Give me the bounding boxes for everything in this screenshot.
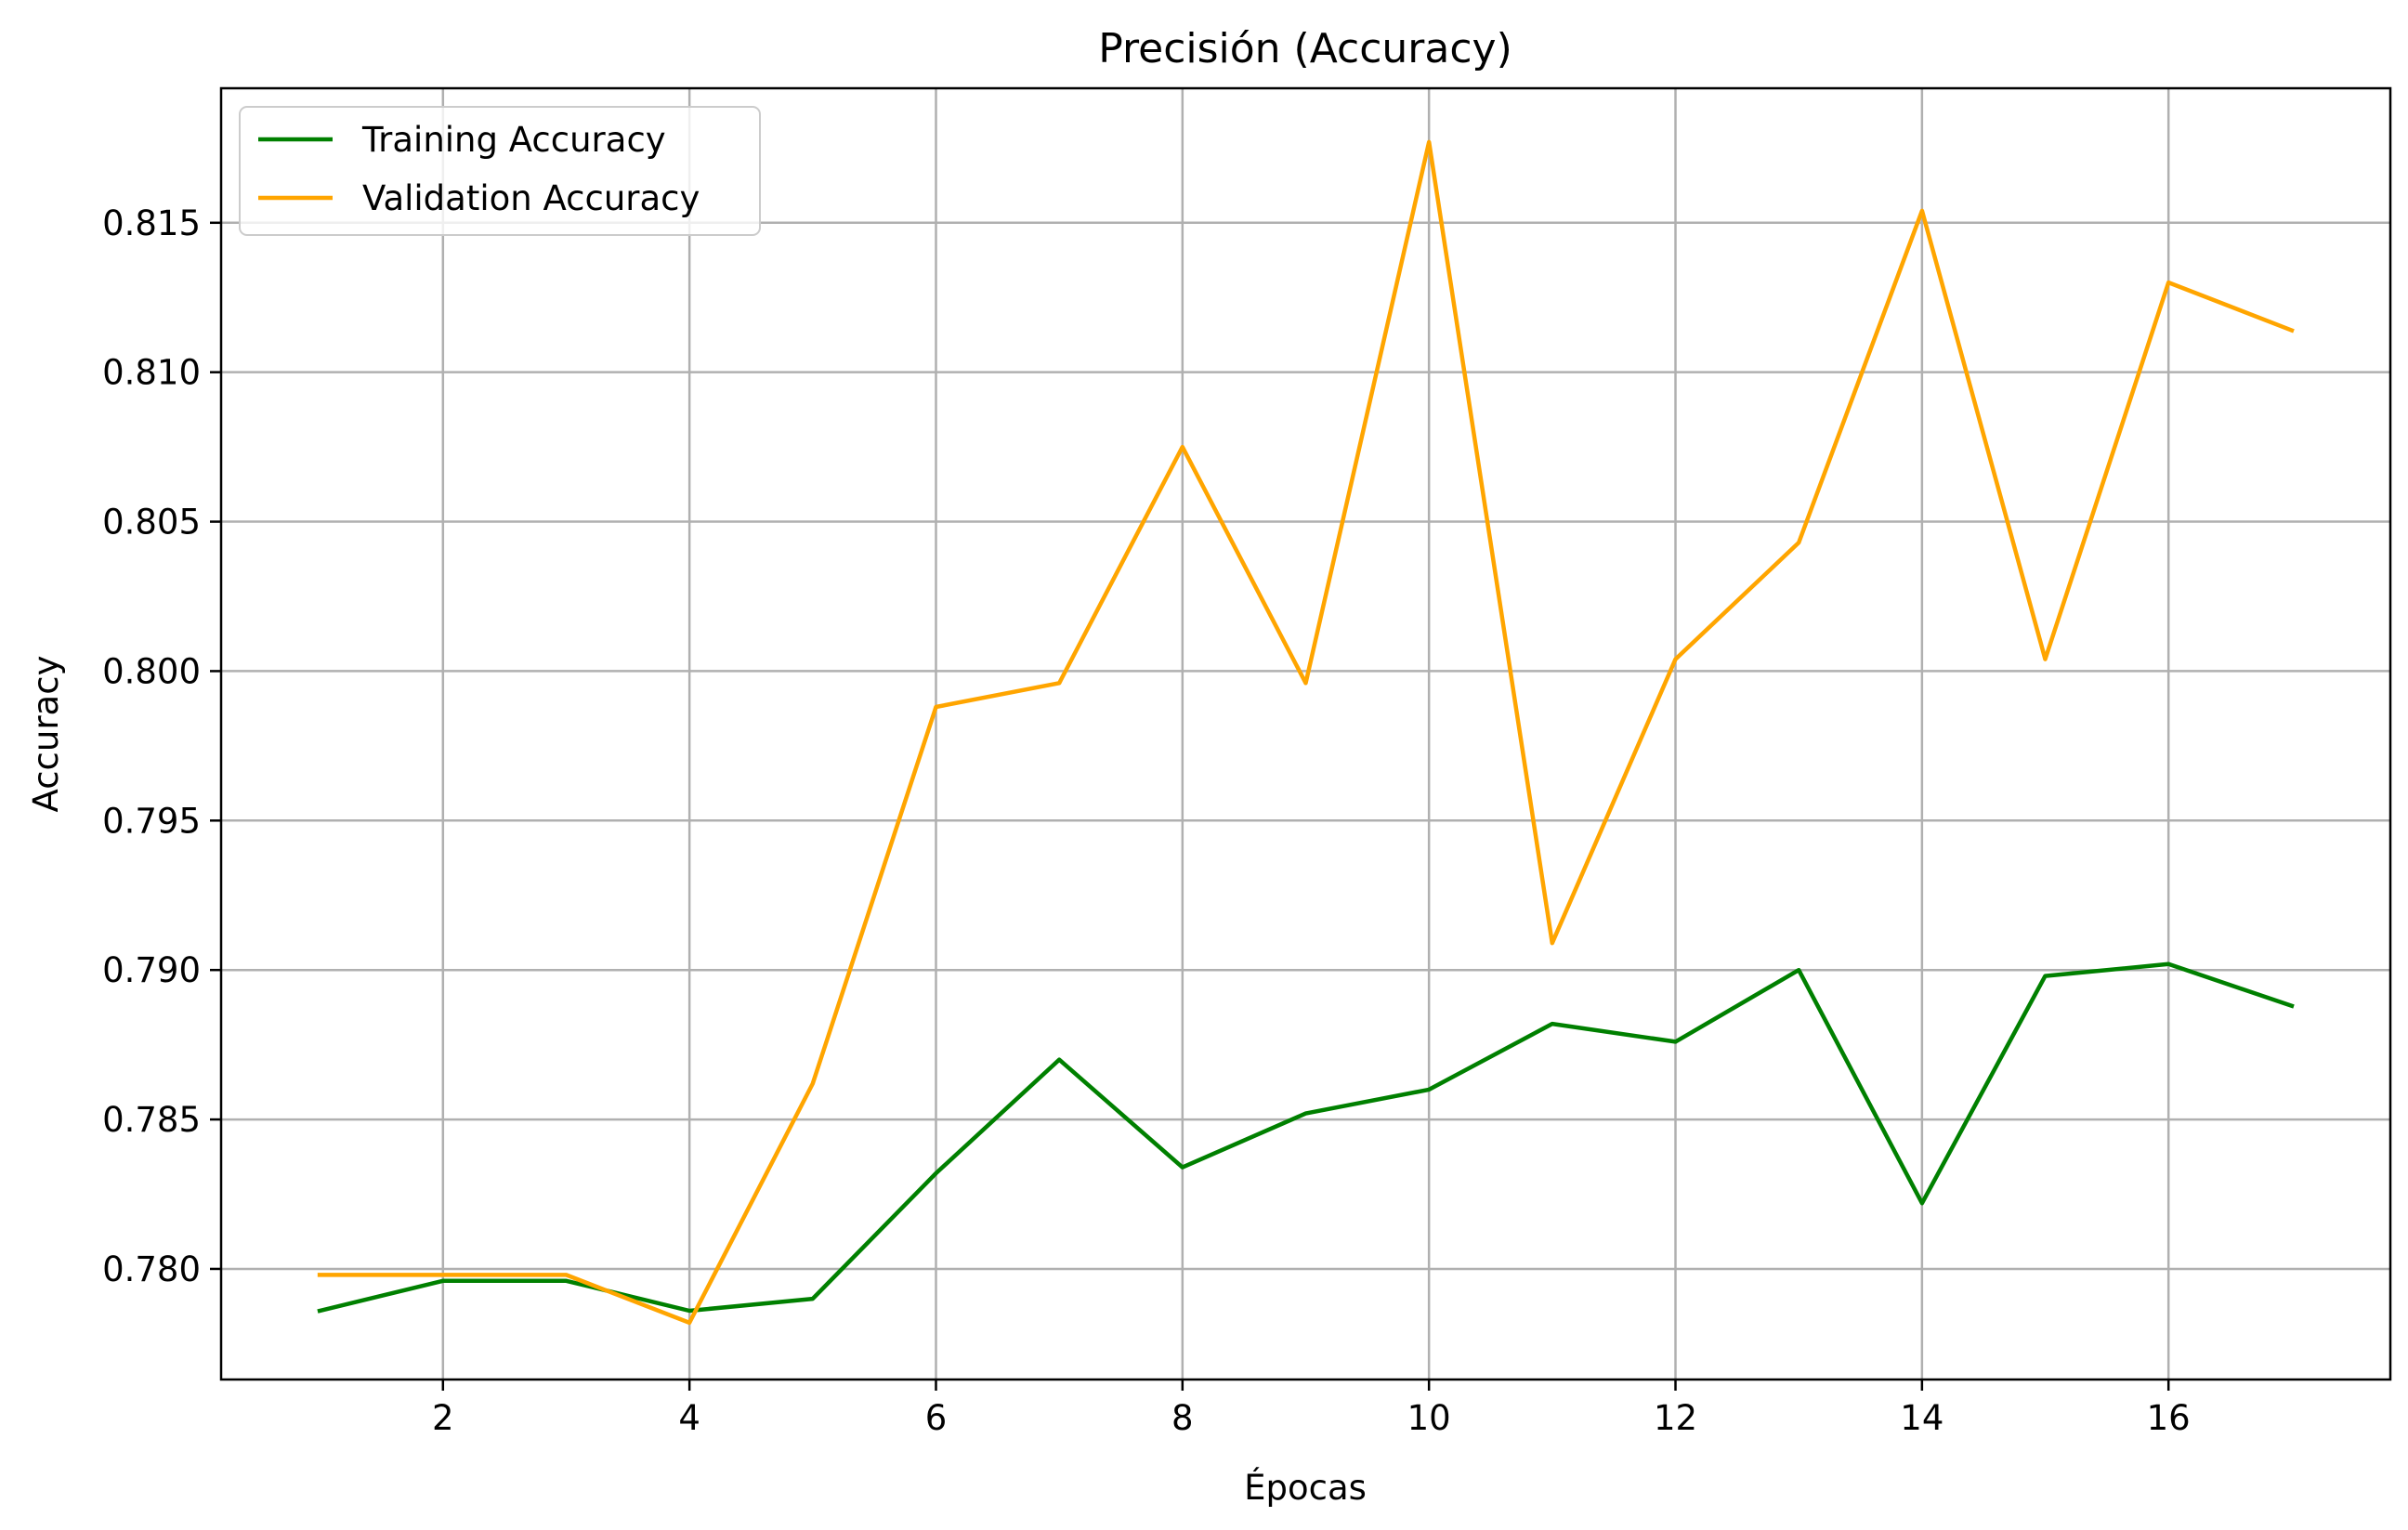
y-tick-label: 0.815 xyxy=(102,203,201,243)
y-tick-label: 0.790 xyxy=(102,950,201,990)
legend-label-validation: Validation Accuracy xyxy=(362,178,700,218)
x-axis-ticks: 2 4 6 8 10 12 14 16 xyxy=(432,1380,2191,1438)
legend: Training Accuracy Validation Accuracy xyxy=(239,106,761,236)
x-tick-label: 10 xyxy=(1407,1398,1451,1438)
series-lines xyxy=(317,139,2295,1326)
y-axis-ticks: 0.780 0.785 0.790 0.795 0.800 0.805 0.810 0.815 xyxy=(102,203,221,1289)
legend-label-training: Training Accuracy xyxy=(361,120,666,160)
y-axis-label: Accuracy xyxy=(26,656,66,813)
y-tick-label: 0.810 xyxy=(102,353,201,393)
validation-accuracy-line xyxy=(317,139,2295,1326)
x-tick-label: 8 xyxy=(1171,1398,1194,1438)
y-tick-label: 0.780 xyxy=(102,1249,201,1289)
x-tick-label: 12 xyxy=(1654,1398,1697,1438)
x-tick-label: 2 xyxy=(432,1398,454,1438)
legend-box xyxy=(239,106,761,236)
grid xyxy=(221,88,2390,1380)
y-tick-label: 0.795 xyxy=(102,801,201,841)
y-tick-label: 0.805 xyxy=(102,503,201,543)
x-tick-label: 14 xyxy=(1900,1398,1943,1438)
x-tick-label: 4 xyxy=(678,1398,700,1438)
y-tick-label: 0.800 xyxy=(102,651,201,691)
x-axis-label: Épocas xyxy=(1244,1467,1367,1508)
training-accuracy-line xyxy=(317,961,2295,1314)
x-tick-label: 6 xyxy=(925,1398,948,1438)
plot-area-frame xyxy=(219,86,2392,1381)
x-tick-label: 16 xyxy=(2147,1398,2191,1438)
chart-title: Precisión (Accuracy) xyxy=(1098,25,1512,72)
y-tick-label: 0.785 xyxy=(102,1100,201,1140)
